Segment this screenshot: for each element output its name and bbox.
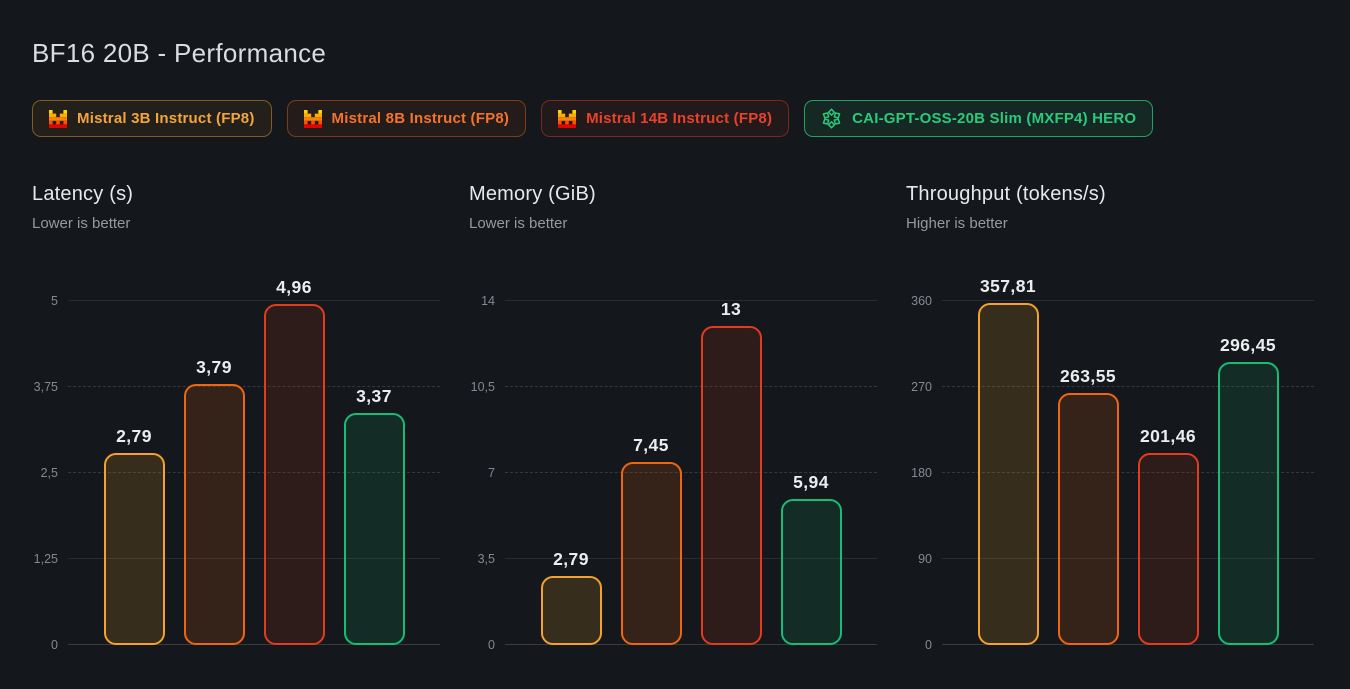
- bar-mistral-14b-instruct-fp8[interactable]: 201,46: [1137, 426, 1199, 645]
- bars-group: 2,79 3,79 4,96 3,37: [68, 277, 440, 645]
- gridline: 5: [51, 294, 440, 308]
- throughput-chart: Throughput (tokens/s) Higher is better 0…: [906, 183, 1318, 652]
- mistral-logo-icon: [303, 109, 322, 128]
- gridline: 0: [488, 638, 877, 652]
- page-title: BF16 20B - Performance: [32, 38, 327, 68]
- bar-cai-gpt-oss-20b-slim[interactable]: 5,94: [780, 472, 842, 645]
- chart-title: Throughput (tokens/s): [906, 183, 1106, 205]
- gridline: 360: [911, 294, 1314, 308]
- gridline: 14: [481, 294, 877, 308]
- chart-subtitle: Lower is better: [469, 215, 568, 232]
- y-tick-label: 90: [918, 551, 932, 566]
- snowflake-icon: [821, 108, 842, 129]
- y-tick-label: 7: [488, 466, 495, 480]
- y-tick-label: 0: [488, 637, 495, 652]
- bar-value-label: 5,94: [793, 472, 829, 493]
- bar-mistral-3b-instruct-fp8[interactable]: 357,81: [977, 276, 1039, 645]
- bar-mistral-8b-instruct-fp8[interactable]: 3,79: [183, 357, 245, 645]
- plot-area: 0 90 180 270 360 357,81 263,55 201,46 296,45: [911, 276, 1314, 652]
- charts-row: Latency (s) Lower is better 0 1,25 2,5 3,75…: [32, 183, 1318, 652]
- bar-value-label: 13: [720, 298, 742, 319]
- bar-value-label: 296,45: [1220, 334, 1276, 355]
- bar-value-label: 2,79: [116, 426, 152, 447]
- plot-area: 0 3,5 7 10,5 14 2,79 7,45 13 5,94: [471, 294, 877, 652]
- chart-subtitle: Lower is better: [32, 215, 131, 232]
- bar-mistral-3b-instruct-fp8[interactable]: 2,79: [103, 426, 165, 645]
- latency-chart: Latency (s) Lower is better 0 1,25 2,5 3,75…: [32, 183, 444, 652]
- mistral-logo-icon: [558, 109, 577, 128]
- bars-group: 357,81 263,55 201,46 296,45: [942, 276, 1314, 645]
- memory-chart: Memory (GiB) Lower is better 0 3,5 7 10,5 14…: [469, 183, 881, 652]
- gridline: 2,5: [41, 466, 440, 480]
- y-tick-label: 3,5: [477, 551, 495, 566]
- bar-mistral-8b-instruct-fp8[interactable]: 7,45: [620, 435, 682, 645]
- bar-value-label: 3,37: [356, 386, 392, 407]
- legend: Mistral 3B Instruct (FP8) Mistral 8B Ins…: [32, 100, 1318, 137]
- legend-chip-mistral-8b[interactable]: Mistral 8B Instruct (FP8): [286, 100, 527, 137]
- bar-mistral-14b-instruct-fp8[interactable]: 4,96: [263, 277, 325, 645]
- gridline: 270: [911, 380, 1314, 394]
- gridline: 180: [911, 466, 1314, 480]
- latency-plot: 0 1,25 2,5 3,75 5 2,79 3,79 4,96 3,37: [32, 277, 444, 652]
- gridline: 7: [488, 466, 877, 480]
- y-tick-label: 360: [911, 293, 932, 308]
- bar-value-label: 2,79: [553, 549, 589, 570]
- y-tick-label: 0: [925, 637, 932, 652]
- bar-cai-gpt-oss-20b-slim[interactable]: 3,37: [343, 386, 405, 645]
- throughput-plot: 0 90 180 270 360 357,81 263,55 201,46 296,45: [906, 276, 1318, 652]
- y-tick-label: 3,75: [33, 380, 58, 394]
- legend-chip-mistral-14b[interactable]: Mistral 14B Instruct (FP8): [541, 100, 790, 137]
- bar-value-label: 357,81: [980, 276, 1036, 297]
- bar-mistral-8b-instruct-fp8[interactable]: 263,55: [1057, 366, 1119, 645]
- legend-chip-label: Mistral 3B Instruct (FP8): [77, 110, 255, 127]
- bar-value-label: 7,45: [633, 434, 669, 455]
- bar-mistral-14b-instruct-fp8[interactable]: 13: [700, 299, 762, 645]
- gridline: 10,5: [471, 380, 877, 394]
- y-tick-label: 10,5: [470, 380, 495, 394]
- y-tick-label: 14: [481, 293, 495, 308]
- bar-value-label: 3,79: [196, 357, 232, 378]
- bars-group: 2,79 7,45 13 5,94: [505, 299, 877, 645]
- chart-subtitle: Higher is better: [906, 215, 1008, 232]
- mistral-logo-icon: [49, 109, 67, 128]
- y-tick-label: 5: [51, 293, 58, 308]
- bar-mistral-3b-instruct-fp8[interactable]: 2,79: [540, 549, 602, 645]
- legend-chip-label: Mistral 8B Instruct (FP8): [331, 110, 510, 127]
- bar-value-label: 201,46: [1140, 425, 1196, 446]
- legend-chip-label: Mistral 14B Instruct (FP8): [586, 110, 773, 127]
- gridline: 3,75: [34, 380, 440, 394]
- legend-chip-mistral-3b[interactable]: Mistral 3B Instruct (FP8): [32, 100, 272, 137]
- bar-value-label: 4,96: [276, 276, 312, 297]
- gridline: 90: [918, 552, 1314, 566]
- legend-chip-cai-gpt-oss-20b[interactable]: CAI-GPT-OSS-20B Slim (MXFP4) HERO: [804, 100, 1154, 137]
- y-tick-label: 270: [911, 380, 932, 394]
- dashboard: BF16 20B - Performance Mistral 3B Instru…: [32, 38, 1318, 652]
- gridline: 1,25: [34, 552, 440, 566]
- bar-value-label: 263,55: [1060, 366, 1116, 387]
- y-tick-label: 0: [51, 637, 58, 652]
- y-tick-label: 2,5: [40, 466, 58, 480]
- plot-area: 0 1,25 2,5 3,75 5 2,79 3,79 4,96 3,37: [34, 277, 440, 652]
- y-tick-label: 1,25: [33, 551, 58, 566]
- bar-cai-gpt-oss-20b-slim[interactable]: 296,45: [1217, 335, 1279, 645]
- chart-title: Memory (GiB): [469, 183, 596, 205]
- gridline: 0: [925, 638, 1314, 652]
- y-tick-label: 180: [911, 466, 932, 480]
- legend-chip-label: CAI-GPT-OSS-20B Slim (MXFP4) HERO: [852, 110, 1137, 127]
- gridline: 3,5: [478, 552, 877, 566]
- memory-plot: 0 3,5 7 10,5 14 2,79 7,45 13 5,94: [469, 294, 881, 652]
- gridline: 0: [51, 638, 440, 652]
- chart-title: Latency (s): [32, 183, 134, 205]
